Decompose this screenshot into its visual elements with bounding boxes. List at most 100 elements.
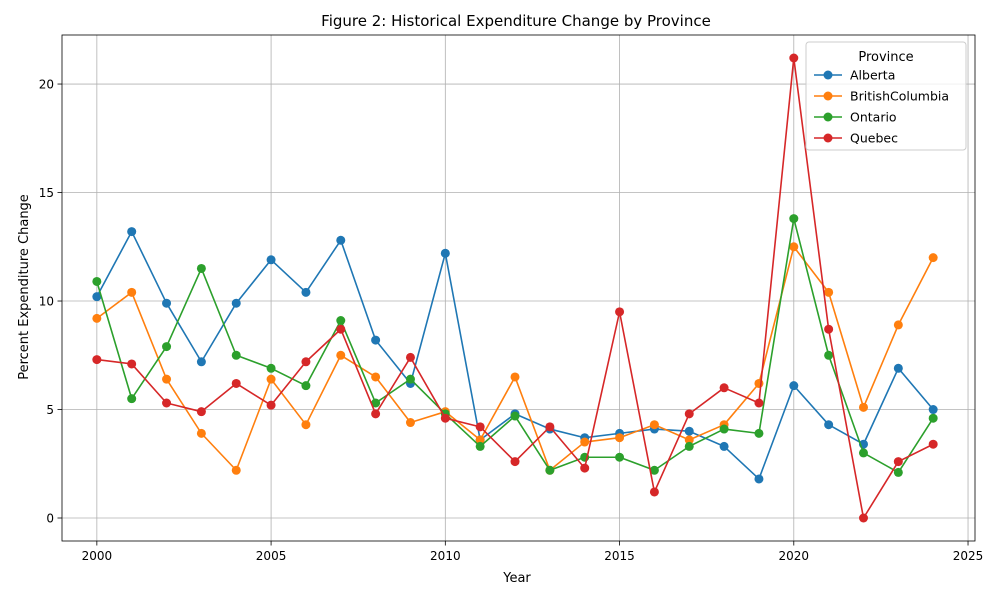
data-point-quebec bbox=[231, 378, 241, 388]
data-point-ontario bbox=[858, 448, 868, 458]
data-point-britishcolumbia bbox=[615, 433, 625, 443]
data-point-ontario bbox=[162, 342, 172, 352]
data-point-britishcolumbia bbox=[510, 372, 520, 382]
data-point-britishcolumbia bbox=[858, 402, 868, 412]
legend-label: Quebec bbox=[850, 131, 898, 146]
series-ontario bbox=[92, 214, 938, 477]
data-point-ontario bbox=[266, 363, 276, 373]
y-axis-label: Percent Expenditure Change bbox=[17, 194, 32, 380]
data-point-ontario bbox=[231, 350, 241, 360]
data-point-quebec bbox=[789, 53, 799, 63]
data-point-britishcolumbia bbox=[196, 428, 206, 438]
data-point-alberta bbox=[92, 292, 102, 302]
legend-marker bbox=[823, 70, 833, 80]
data-point-ontario bbox=[405, 374, 415, 384]
data-point-alberta bbox=[266, 255, 276, 265]
data-point-ontario bbox=[615, 452, 625, 462]
data-point-alberta bbox=[127, 227, 137, 237]
series-line-ontario bbox=[96, 217, 934, 474]
data-point-ontario bbox=[336, 316, 346, 326]
data-point-quebec bbox=[196, 407, 206, 417]
data-point-quebec bbox=[127, 359, 137, 369]
data-point-britishcolumbia bbox=[162, 374, 172, 384]
data-point-alberta bbox=[301, 287, 311, 297]
x-tick-label: 2025 bbox=[953, 549, 984, 563]
data-point-ontario bbox=[196, 263, 206, 273]
x-axis-label: Year bbox=[502, 571, 531, 586]
data-point-ontario bbox=[371, 398, 381, 408]
legend-label: Ontario bbox=[850, 110, 897, 125]
data-point-alberta bbox=[928, 405, 938, 415]
y-tick-label: 0 bbox=[46, 512, 54, 526]
data-point-alberta bbox=[371, 335, 381, 345]
data-point-ontario bbox=[789, 214, 799, 224]
data-point-quebec bbox=[649, 487, 659, 497]
y-tick-label: 20 bbox=[39, 78, 54, 92]
data-point-ontario bbox=[893, 467, 903, 477]
data-point-quebec bbox=[336, 324, 346, 334]
data-series bbox=[92, 53, 938, 523]
data-point-quebec bbox=[580, 463, 590, 473]
data-point-ontario bbox=[928, 413, 938, 423]
legend-entry-alberta: Alberta bbox=[814, 68, 895, 83]
data-point-quebec bbox=[615, 307, 625, 317]
data-point-ontario bbox=[301, 381, 311, 391]
data-point-alberta bbox=[336, 235, 346, 245]
data-point-ontario bbox=[719, 424, 729, 434]
legend-marker bbox=[823, 91, 833, 101]
data-point-quebec bbox=[719, 383, 729, 393]
legend-marker bbox=[823, 133, 833, 143]
data-point-quebec bbox=[545, 422, 555, 432]
data-point-britishcolumbia bbox=[266, 374, 276, 384]
legend-label: Alberta bbox=[850, 68, 895, 83]
x-tick-label: 2000 bbox=[82, 549, 113, 563]
data-point-britishcolumbia bbox=[92, 313, 102, 323]
data-point-quebec bbox=[928, 439, 938, 449]
x-tick-label: 2005 bbox=[256, 549, 287, 563]
data-point-britishcolumbia bbox=[754, 378, 764, 388]
series-alberta bbox=[92, 227, 938, 484]
x-tick-label: 2020 bbox=[779, 549, 810, 563]
data-point-quebec bbox=[824, 324, 834, 334]
data-point-britishcolumbia bbox=[789, 242, 799, 252]
data-point-britishcolumbia bbox=[928, 253, 938, 263]
data-point-quebec bbox=[162, 398, 172, 408]
data-point-britishcolumbia bbox=[475, 435, 485, 445]
y-tick-label: 15 bbox=[39, 186, 54, 200]
data-point-quebec bbox=[893, 457, 903, 467]
data-point-britishcolumbia bbox=[371, 372, 381, 382]
data-point-britishcolumbia bbox=[893, 320, 903, 330]
data-point-alberta bbox=[162, 298, 172, 308]
legend-title: Province bbox=[858, 50, 913, 65]
data-point-alberta bbox=[684, 426, 694, 436]
data-point-ontario bbox=[127, 394, 137, 404]
data-point-ontario bbox=[545, 465, 555, 475]
data-point-quebec bbox=[371, 409, 381, 419]
data-point-ontario bbox=[754, 428, 764, 438]
legend-box bbox=[805, 41, 967, 151]
data-point-quebec bbox=[510, 457, 520, 467]
legend-label: BritishColumbia bbox=[850, 89, 949, 104]
data-point-britishcolumbia bbox=[231, 465, 241, 475]
data-point-quebec bbox=[301, 357, 311, 367]
data-point-ontario bbox=[824, 350, 834, 360]
axes: 2000 2005 2010 2015 2020 2025 0 5 10 15 20 bbox=[39, 34, 984, 563]
legend-entry-ontario: Ontario bbox=[814, 110, 897, 125]
series-line-britishcolumbia bbox=[96, 245, 934, 472]
plot-frame bbox=[61, 34, 976, 542]
data-point-britishcolumbia bbox=[405, 418, 415, 428]
data-point-britishcolumbia bbox=[684, 435, 694, 445]
data-point-britishcolumbia bbox=[336, 350, 346, 360]
data-point-alberta bbox=[824, 420, 834, 430]
x-tick-label: 2015 bbox=[604, 549, 635, 563]
data-point-quebec bbox=[92, 355, 102, 365]
data-point-quebec bbox=[754, 398, 764, 408]
legend-entry-quebec: Quebec bbox=[814, 131, 898, 146]
data-point-alberta bbox=[440, 248, 450, 258]
series-britishcolumbia bbox=[92, 242, 938, 475]
data-point-alberta bbox=[231, 298, 241, 308]
data-point-alberta bbox=[719, 441, 729, 451]
legend-marker bbox=[823, 112, 833, 122]
data-point-alberta bbox=[196, 357, 206, 367]
